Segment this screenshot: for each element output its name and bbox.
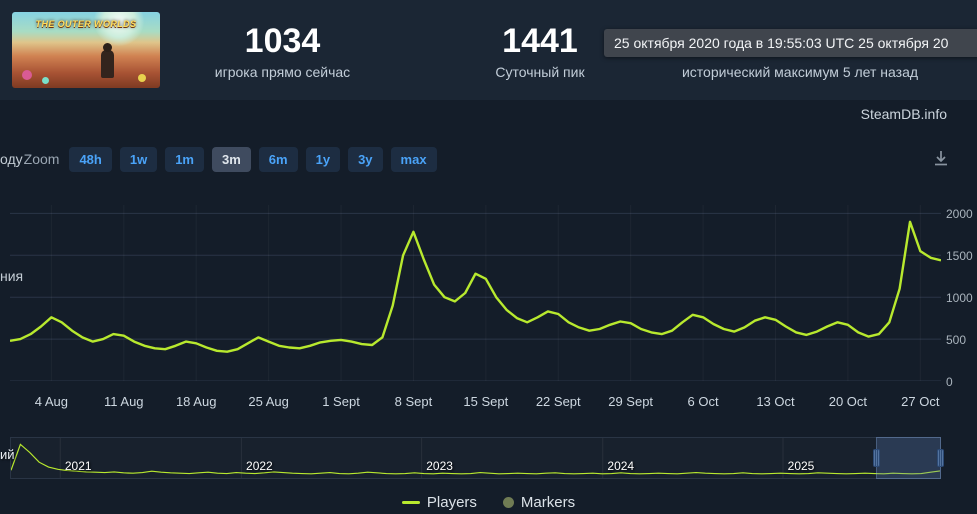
alltime-peak-label: исторический максимум 5 лет назад	[681, 64, 919, 80]
flora-art	[42, 77, 49, 84]
x-tick-label: 11 Aug	[104, 394, 144, 409]
download-icon[interactable]	[931, 148, 951, 168]
legend-dot-marker	[502, 496, 514, 508]
range-toolbar: оду Zoom 48h 1w 1m 3m 6m 1y 3y max	[0, 145, 437, 173]
navigator-series-line	[11, 443, 940, 475]
range-button-1y[interactable]: 1y	[305, 146, 341, 172]
range-button-48h[interactable]: 48h	[69, 146, 112, 172]
x-tick-label: 15 Sept	[463, 394, 509, 409]
capsule-sun-art	[94, 12, 144, 46]
x-tick-label: 29 Sept	[608, 394, 654, 409]
x-tick-label: 18 Aug	[175, 394, 217, 409]
date-tooltip: 25 октября 2020 года в 19:55:03 UTC 25 о…	[604, 29, 977, 57]
cutoff-text-fragment: ния	[0, 268, 24, 284]
chart-panel: SteamDB.info оду Zoom 48h 1w 1m 3m 6m 1y 3y max…	[0, 100, 977, 514]
y-tick-label: 0	[946, 375, 953, 389]
flora-art	[138, 74, 146, 82]
nav-year-label-2023: 2023	[426, 459, 453, 473]
range-button-3m[interactable]: 3m	[212, 146, 251, 172]
current-players-label: игрока прямо сейчас	[214, 64, 351, 80]
steamdb-watermark-link[interactable]: SteamDB.info	[860, 106, 947, 122]
flora-art	[22, 70, 32, 80]
range-button-1m[interactable]: 1m	[165, 146, 204, 172]
daily-peak-value: 1441	[502, 22, 578, 60]
cutoff-text-fragment: оду	[0, 151, 23, 167]
nav-year-label-2022: 2022	[246, 459, 273, 473]
navigator-mini-chart	[11, 438, 940, 478]
astronaut-figure-art	[101, 43, 114, 78]
legend-item-markers[interactable]: Markers	[502, 493, 576, 511]
range-button-3y[interactable]: 3y	[348, 146, 383, 172]
stat-alltime-peak: исторический максимум 5 лет назад	[640, 0, 960, 100]
players-series-line	[10, 220, 941, 353]
x-tick-label: 13 Oct	[756, 394, 795, 409]
range-buttons: 48h 1w 1m 3m 6m 1y 3y max	[69, 146, 437, 172]
y-tick-label: 1500	[946, 249, 973, 264]
zoom-label: Zoom	[23, 151, 60, 167]
x-tick-label: 1 Sept	[322, 394, 360, 409]
x-tick-label: 27 Oct	[901, 394, 940, 409]
current-players-value: 1034	[244, 22, 321, 60]
daily-peak-label: Суточный пик	[495, 64, 585, 80]
chart-legend: Players Markers	[0, 490, 977, 514]
legend-label: Markers	[520, 493, 576, 511]
x-tick-label: 20 Oct	[828, 394, 868, 409]
navigator-handle-right[interactable]	[936, 449, 944, 467]
navigator[interactable]: 2021 2022 2023 2024 2025	[10, 437, 944, 479]
range-button-6m[interactable]: 6m	[258, 146, 298, 172]
x-tick-label: 22 Sept	[535, 394, 581, 409]
download-icon-glyph	[935, 151, 947, 166]
game-logo-text: THE OUTER WORLDS	[35, 19, 137, 29]
x-tick-label: 25 Aug	[248, 394, 289, 409]
legend-item-players[interactable]: Players	[401, 493, 477, 511]
navigator-handle-left[interactable]	[872, 449, 880, 467]
legend-label: Players	[426, 493, 477, 511]
stat-daily-peak: 1441 Суточный пик	[450, 0, 630, 100]
nav-year-label-2024: 2024	[607, 459, 635, 473]
x-tick-label: 4 Aug	[34, 394, 68, 409]
stat-current-players: 1034 игрока прямо сейчас	[195, 0, 370, 100]
game-capsule-image: THE OUTER WORLDS	[12, 12, 160, 88]
range-button-max[interactable]: max	[390, 146, 437, 172]
cutoff-text-fragment: ий	[0, 447, 15, 462]
range-button-1w[interactable]: 1w	[119, 146, 158, 172]
stats-header: THE OUTER WORLDS 1034 игрока прямо сейча…	[0, 0, 977, 100]
navigator-selection[interactable]	[872, 437, 944, 479]
y-tick-label: 2000	[946, 207, 973, 222]
y-tick-label: 1000	[946, 291, 973, 306]
y-tick-label: 500	[946, 333, 967, 348]
legend-line-marker	[401, 500, 420, 504]
players-line-chart[interactable]	[10, 205, 941, 381]
nav-year-label-2021: 2021	[64, 459, 92, 473]
nav-year-label-2025: 2025	[787, 459, 815, 473]
x-tick-label: 8 Sept	[394, 394, 433, 409]
x-tick-label: 6 Oct	[687, 394, 719, 409]
